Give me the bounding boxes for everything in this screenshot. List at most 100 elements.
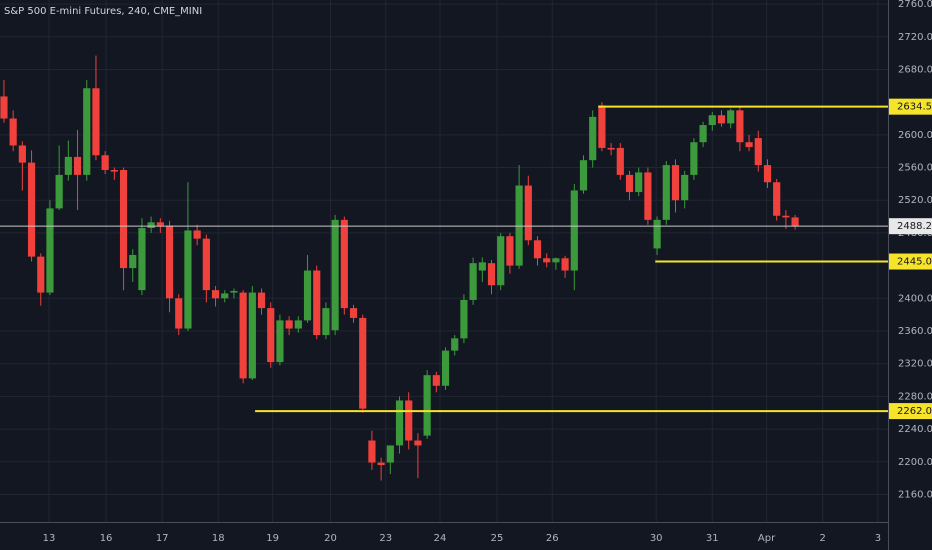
candle-body <box>653 219 661 249</box>
candle-body <box>561 258 569 271</box>
candle-body <box>9 118 17 146</box>
y-tick-label: 2160.00 <box>898 489 932 500</box>
candle-body <box>221 293 229 299</box>
candle-body <box>193 230 201 239</box>
candle-body <box>478 262 486 271</box>
candle-body <box>239 292 247 379</box>
candle-body <box>579 160 588 191</box>
candle-body <box>37 256 45 293</box>
candle-body <box>313 270 321 336</box>
y-tick-label: 2760.00 <box>898 0 932 10</box>
candle-body <box>294 320 302 329</box>
candle-body <box>763 165 772 183</box>
y-tick-label: 2560.00 <box>898 163 932 174</box>
candle-body <box>55 174 63 209</box>
candle-body <box>386 445 394 463</box>
candle-body <box>745 142 753 148</box>
candle-body <box>184 230 192 329</box>
y-tick-label: 2360.00 <box>898 326 932 337</box>
level-box <box>889 98 932 115</box>
last-price-label: 2488.25 <box>897 221 932 232</box>
candle-body <box>303 270 312 321</box>
candle-body <box>322 308 330 336</box>
candle-body <box>607 147 615 150</box>
candle-body <box>533 240 542 259</box>
candle-body <box>570 190 578 271</box>
level-label: 2262.00 <box>897 406 932 417</box>
candle-body <box>635 172 643 193</box>
candle-body <box>0 96 8 119</box>
candle-body <box>414 440 422 446</box>
candle-body <box>460 299 468 339</box>
last-price-box <box>889 218 932 235</box>
candle-body <box>524 185 532 241</box>
candle-body <box>699 125 707 143</box>
candle-body <box>441 350 450 386</box>
candle-body <box>138 228 146 291</box>
x-tick-label: 13 <box>43 533 56 544</box>
candle-body <box>727 110 735 124</box>
candle-body <box>248 292 256 379</box>
plot <box>0 55 888 481</box>
candle-body <box>671 165 680 201</box>
candle-body <box>156 222 164 226</box>
candle-body <box>515 185 523 266</box>
y-tick-label: 2320.00 <box>898 359 932 370</box>
candle-body <box>497 236 505 286</box>
x-tick-label: 26 <box>546 533 559 544</box>
candle-body <box>147 222 155 229</box>
candle-body <box>506 236 514 266</box>
y-tick-label: 2520.00 <box>898 195 932 206</box>
candle-body <box>202 238 210 291</box>
candle-body <box>359 317 367 409</box>
candle-body <box>690 142 698 175</box>
candle-body <box>432 375 440 386</box>
candle-body <box>331 219 339 331</box>
x-tick-label: Apr <box>758 533 776 544</box>
x-tick-label: 18 <box>212 533 225 544</box>
candle-body <box>285 320 293 329</box>
candle-body <box>395 400 404 446</box>
y-tick-label: 2200.00 <box>898 457 932 468</box>
level-box <box>889 403 932 420</box>
x-tick-label: 31 <box>706 533 719 544</box>
candle-body <box>377 462 385 466</box>
candle-body <box>46 208 54 293</box>
candle-body <box>589 116 597 161</box>
candle-body <box>487 263 496 286</box>
candle-body <box>18 145 26 163</box>
x-tick-label: 23 <box>379 533 392 544</box>
y-tick-label: 2400.00 <box>898 293 932 304</box>
y-tick-label: 2280.00 <box>898 391 932 402</box>
candle-body <box>662 165 670 220</box>
y-tick-label: 2600.00 <box>898 130 932 141</box>
y-tick-label: 2240.00 <box>898 424 932 435</box>
candle-body <box>276 320 284 363</box>
candle-body <box>340 219 348 309</box>
candle-body <box>349 308 358 318</box>
x-tick-label: 19 <box>266 533 279 544</box>
candle-body <box>368 440 376 463</box>
candle-body <box>83 88 91 175</box>
candle-body <box>616 147 624 175</box>
candle-body <box>754 138 762 166</box>
x-tick-label: 30 <box>650 533 663 544</box>
candle-body <box>708 115 716 126</box>
candle-body <box>73 156 82 175</box>
candle-body <box>64 156 72 175</box>
axes: 2160.00 2200.00 2240.00 2280.00 2320.00 2360.… <box>43 0 932 544</box>
x-tick-label: 24 <box>434 533 447 544</box>
candle-body <box>736 110 744 143</box>
x-tick-label: 3 <box>875 533 881 544</box>
level-box <box>889 253 932 270</box>
candle-body <box>451 338 459 351</box>
candle-body <box>175 298 183 329</box>
candle-body <box>681 174 689 201</box>
candle-body <box>423 375 431 436</box>
x-tick-label: 20 <box>324 533 337 544</box>
x-tick-label: 2 <box>819 533 825 544</box>
candle-body <box>469 263 477 300</box>
level-label: 2634.50 <box>897 102 932 113</box>
candle-body <box>27 162 36 257</box>
